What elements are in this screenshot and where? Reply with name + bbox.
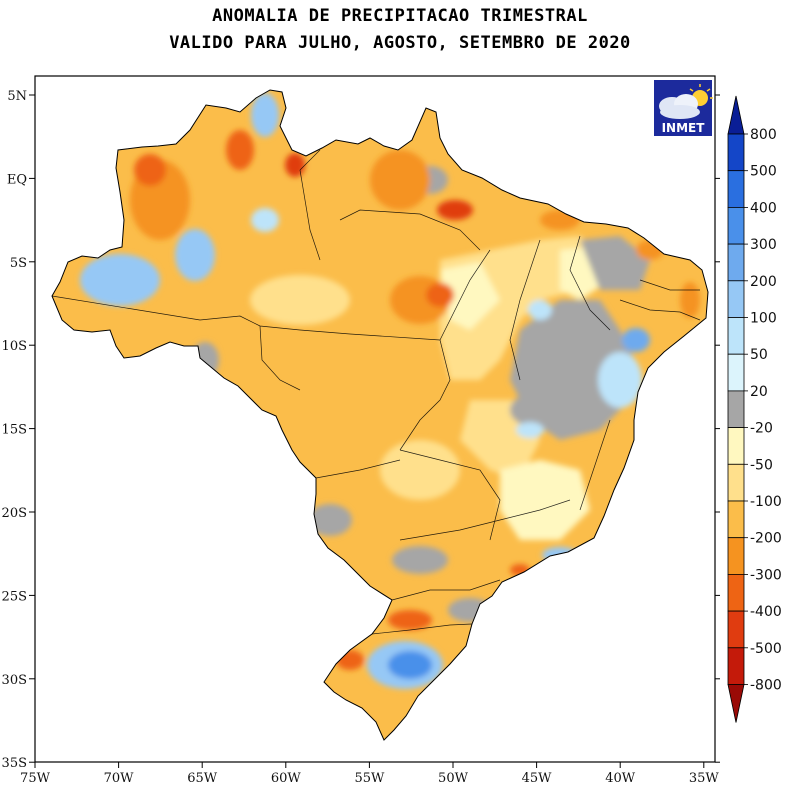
lon-tick-label: 55W bbox=[354, 771, 385, 786]
colorbar-label: 300 bbox=[750, 237, 777, 253]
colorbar-segment bbox=[727, 610, 745, 649]
colorbar-top-arrow bbox=[727, 95, 745, 135]
colorbar-segment bbox=[727, 574, 745, 612]
inmet-logo-text: INMET bbox=[662, 121, 706, 135]
colorbar-segment bbox=[727, 647, 745, 685]
colorbar-segment bbox=[727, 280, 745, 318]
colorbar-segment bbox=[727, 206, 745, 245]
colorbar-label: -200 bbox=[750, 531, 782, 547]
lon-tick-label: 65W bbox=[187, 771, 218, 786]
colorbar-segment bbox=[727, 243, 745, 282]
colorbar-label: 200 bbox=[750, 274, 777, 290]
lon-tick-label: 70W bbox=[104, 771, 135, 786]
lon-tick-label: 35W bbox=[689, 771, 720, 786]
lon-tick-label: 75W bbox=[20, 771, 51, 786]
colorbar-label: 400 bbox=[750, 200, 777, 216]
colorbar-label: -500 bbox=[750, 641, 782, 657]
lat-tick-label: 20S bbox=[2, 506, 27, 521]
colorbar-label: -800 bbox=[750, 678, 782, 694]
colorbar-label: 20 bbox=[750, 384, 768, 400]
colorbar-segment bbox=[727, 537, 745, 575]
lat-tick-label: 30S bbox=[2, 673, 27, 688]
lat-tick-label: EQ bbox=[7, 172, 27, 187]
colorbar-segment bbox=[727, 170, 745, 208]
colorbar-label: 50 bbox=[750, 347, 768, 363]
colorbar-label: -300 bbox=[750, 567, 782, 583]
colorbar-segment bbox=[727, 353, 745, 392]
colorbar-label: 100 bbox=[750, 311, 777, 327]
map-title-line-1: ANOMALIA DE PRECIPITACAO TRIMESTRAL bbox=[212, 6, 588, 26]
inmet-logo: INMET bbox=[654, 80, 713, 136]
colorbar-segment bbox=[727, 427, 745, 465]
colorbar-segment bbox=[727, 317, 745, 355]
lat-tick-label: 10S bbox=[2, 339, 27, 354]
colorbar-segment bbox=[727, 390, 745, 428]
colorbar-segment bbox=[727, 500, 745, 539]
colorbar-bottom-arrow bbox=[727, 684, 745, 723]
colorbar-label: -20 bbox=[750, 421, 773, 437]
colorbar: 800 500 400 300 200 100 50 20 -20 -50 -100 -200 -300… bbox=[727, 95, 782, 723]
lon-tick-label: 50W bbox=[438, 771, 469, 786]
lat-tick-label: 5N bbox=[7, 89, 27, 104]
lat-tick-label: 5S bbox=[10, 256, 27, 271]
colorbar-label: -400 bbox=[750, 604, 782, 620]
lat-tick-label: 15S bbox=[2, 423, 27, 438]
lon-tick-label: 40W bbox=[605, 771, 636, 786]
lon-tick-label: 45W bbox=[522, 771, 553, 786]
colorbar-segment bbox=[727, 133, 745, 172]
lat-tick-label: 35S bbox=[2, 756, 27, 771]
colorbar-label: -100 bbox=[750, 494, 782, 510]
map-title-line-2: VALIDO PARA JULHO, AGOSTO, SETEMBRO DE 2… bbox=[169, 33, 631, 53]
axis-ticks bbox=[29, 94, 720, 768]
colorbar-label: 500 bbox=[750, 164, 777, 180]
colorbar-label: -50 bbox=[750, 457, 773, 473]
colorbar-label: 800 bbox=[750, 127, 777, 143]
lon-tick-label: 60W bbox=[271, 771, 302, 786]
colorbar-segment bbox=[727, 463, 745, 502]
lat-tick-label: 25S bbox=[2, 589, 27, 604]
